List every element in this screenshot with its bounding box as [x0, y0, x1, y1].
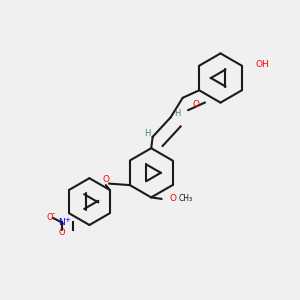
- Text: OH: OH: [255, 60, 269, 69]
- Text: O: O: [46, 213, 53, 222]
- Text: +: +: [64, 217, 70, 223]
- Text: -: -: [52, 209, 55, 218]
- Text: H: H: [174, 109, 181, 118]
- Text: N: N: [58, 218, 65, 227]
- Text: H: H: [144, 129, 151, 138]
- Text: O: O: [58, 228, 65, 237]
- Text: O: O: [169, 194, 176, 203]
- Text: O: O: [193, 100, 200, 109]
- Text: O: O: [102, 175, 110, 184]
- Text: CH₃: CH₃: [178, 194, 192, 203]
